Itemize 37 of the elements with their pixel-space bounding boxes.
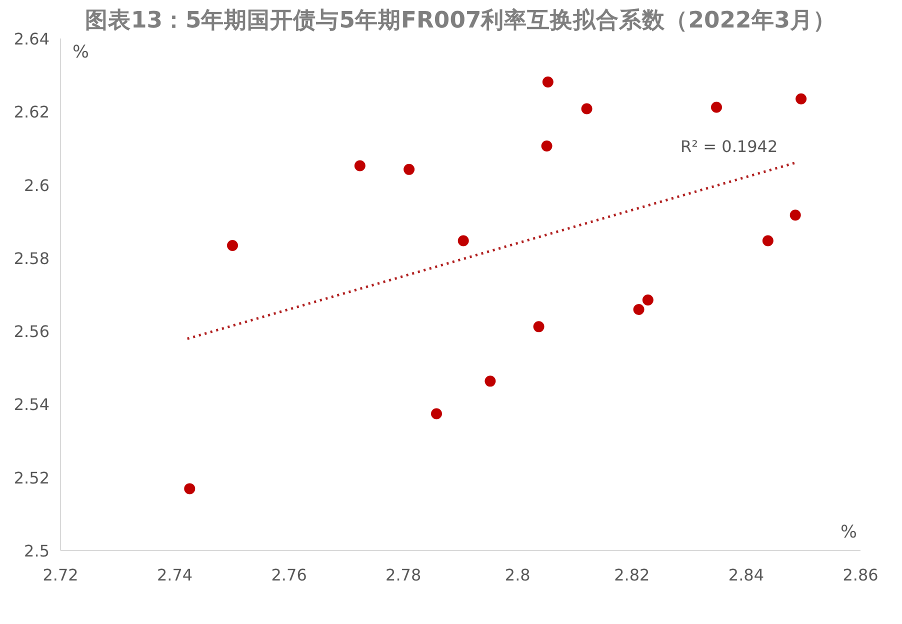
x-tick-label: 2.76 (271, 566, 307, 584)
point (404, 164, 415, 175)
point (184, 483, 196, 494)
y-tick-label: 2.64 (14, 30, 50, 48)
y-tick-label: 2.56 (14, 322, 50, 342)
x-tick-label: 2.74 (156, 566, 193, 584)
point (542, 76, 554, 88)
y-tick-label: 2.52 (14, 468, 50, 488)
chart-title: 图表13：5年期国开债与5年期FR007利率互换拟合系数（2022年3月） (84, 6, 836, 34)
point (711, 102, 722, 113)
point (541, 140, 552, 152)
y-tick-label: 2.5 (24, 542, 50, 560)
y-tick-label: 2.62 (14, 102, 50, 122)
x-tick-label: 2.78 (386, 566, 422, 584)
point (533, 321, 544, 332)
point (484, 376, 496, 387)
x-tick-label: 2.82 (614, 566, 650, 584)
y-axis-title: % (72, 42, 89, 62)
y-tick-label: 2.58 (14, 248, 50, 268)
point (581, 103, 592, 114)
point (796, 93, 807, 104)
x-axis-title: % (840, 522, 857, 542)
point (227, 240, 238, 251)
point (458, 235, 469, 246)
point (633, 304, 644, 315)
point (790, 210, 801, 221)
point (431, 408, 442, 420)
x-tick-label: 2.8 (504, 566, 530, 584)
point (354, 160, 366, 172)
x-tick-label: 2.84 (728, 566, 764, 584)
point (642, 294, 654, 306)
annotation: R² = 0.1942 (680, 137, 778, 156)
point (762, 235, 774, 246)
x-tick-label: 2.72 (42, 566, 78, 584)
y-tick-label: 2.6 (24, 176, 50, 195)
x-tick-label: 2.86 (842, 566, 878, 584)
y-tick-label: 2.54 (14, 395, 50, 414)
